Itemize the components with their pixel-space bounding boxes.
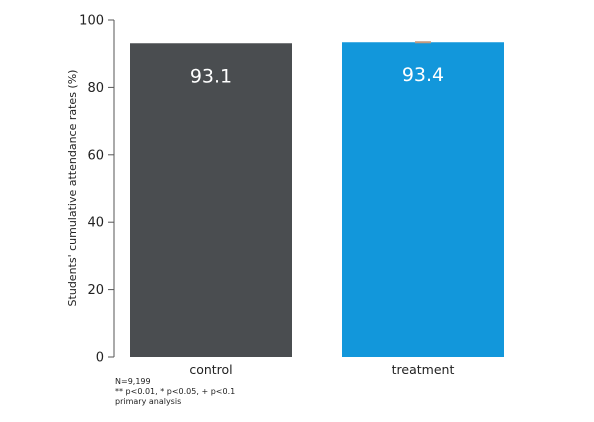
y-axis-label: Students' cumulative attendance rates (%…: [66, 70, 79, 307]
y-tick-label: 20: [87, 283, 104, 298]
bar-value-label-control: 93.1: [190, 65, 232, 87]
analysis-note: primary analysis: [115, 397, 182, 406]
chart-notes: N=9,199 ** p<0.01, * p<0.05, + p<0.1 pri…: [115, 377, 235, 407]
bar-value-label-treatment: 93.4: [402, 64, 444, 86]
error-bar-treatment: [415, 41, 431, 44]
sample-size-note: N=9,199: [115, 377, 151, 386]
x-category-label-treatment: treatment: [392, 362, 455, 377]
y-tick-label: 0: [96, 351, 104, 366]
y-tick-label: 100: [79, 14, 104, 29]
y-tick-label: 60: [87, 148, 104, 163]
bar-treatment: [342, 42, 504, 357]
y-axis: 0 20 40 60 80 100: [79, 14, 115, 366]
y-tick-label: 80: [87, 81, 104, 96]
y-tick-label: 40: [87, 216, 104, 231]
x-category-label-control: control: [189, 362, 232, 377]
significance-note: ** p<0.01, * p<0.05, + p<0.1: [115, 387, 236, 396]
bar-control: [130, 43, 292, 358]
